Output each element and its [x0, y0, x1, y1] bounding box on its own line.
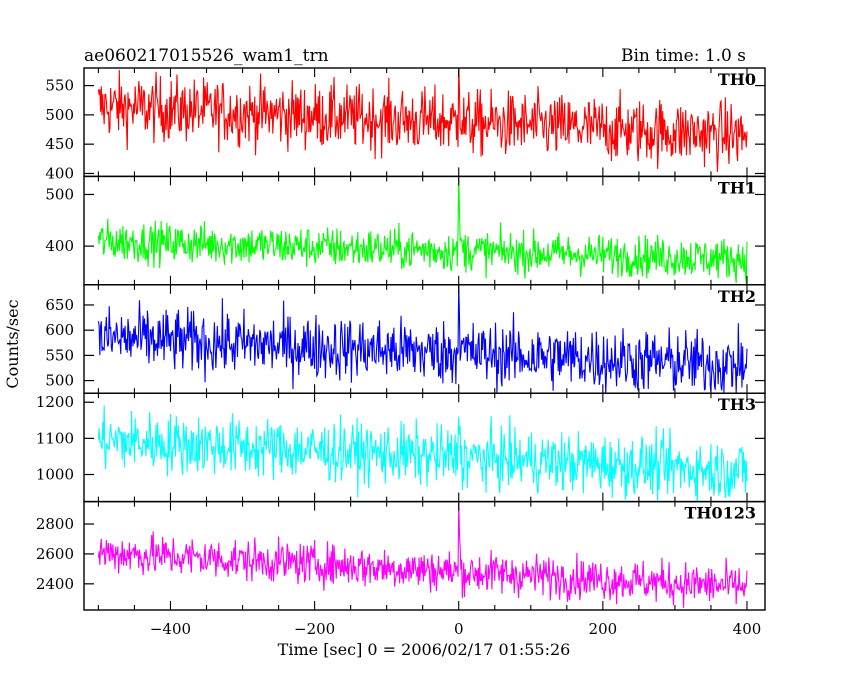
y-tick-label: 500 — [45, 106, 74, 124]
x-axis-label: Time [sec] 0 = 2006/02/17 01:55:26 — [278, 640, 571, 659]
x-tick-label: 0 — [454, 620, 464, 638]
y-tick-label: 1200 — [36, 393, 74, 411]
y-tick-label: 2800 — [36, 515, 74, 533]
y-tick-label: 1000 — [36, 466, 74, 484]
x-tick-label: 200 — [589, 620, 618, 638]
y-tick-label: 650 — [45, 296, 74, 314]
x-tick-label: −200 — [294, 620, 335, 638]
y-axis-label: Counts/sec — [3, 299, 22, 388]
panel-frame — [83, 500, 766, 611]
y-tick-label: 450 — [45, 135, 74, 153]
panel-th0: 400 450 500 550 TH0 — [45, 67, 766, 182]
y-tick-label: 600 — [45, 321, 74, 339]
panel-frame — [83, 175, 766, 286]
panel-label-th0123: TH0123 — [684, 504, 756, 523]
panel-th1: 400 500 TH1 — [45, 175, 766, 286]
y-tick-label: 2600 — [36, 545, 74, 563]
y-tick-label: 400 — [45, 164, 74, 182]
series-line-th0 — [97, 68, 748, 172]
chart-title: ae060217015526_wam1_trn — [84, 46, 329, 66]
x-tick-label: −400 — [150, 620, 191, 638]
y-tick-label: 1100 — [36, 429, 74, 447]
panels-group: 400 450 500 550 TH0 400 500 TH1 500 550 600 650 TH2 1… — [36, 67, 766, 638]
y-tick-label: 500 — [45, 185, 74, 203]
y-tick-label: 2400 — [36, 575, 74, 593]
y-tick-label: 550 — [45, 77, 74, 95]
series-line-th1 — [97, 176, 748, 285]
panel-label-th0: TH0 — [718, 70, 756, 89]
panel-label-th2: TH2 — [718, 287, 756, 306]
panel-th3: 1000 1100 1200 TH3 — [36, 392, 766, 503]
y-tick-label: 400 — [45, 237, 74, 255]
series-line-th2 — [97, 284, 748, 394]
series-line-th3 — [97, 405, 748, 502]
panel-label-th1: TH1 — [718, 178, 756, 197]
panel-th0123: 2400 2600 2800 TH0123 — [36, 500, 766, 611]
panel-th2: 500 550 600 650 TH2 — [45, 284, 766, 394]
x-tick-label: 400 — [733, 620, 762, 638]
panel-label-th3: TH3 — [718, 395, 756, 414]
y-tick-label: 500 — [45, 372, 74, 390]
series-line-th0123 — [97, 501, 748, 608]
bin-time-label: Bin time: 1.0 s — [621, 46, 746, 66]
y-tick-label: 550 — [45, 346, 74, 364]
